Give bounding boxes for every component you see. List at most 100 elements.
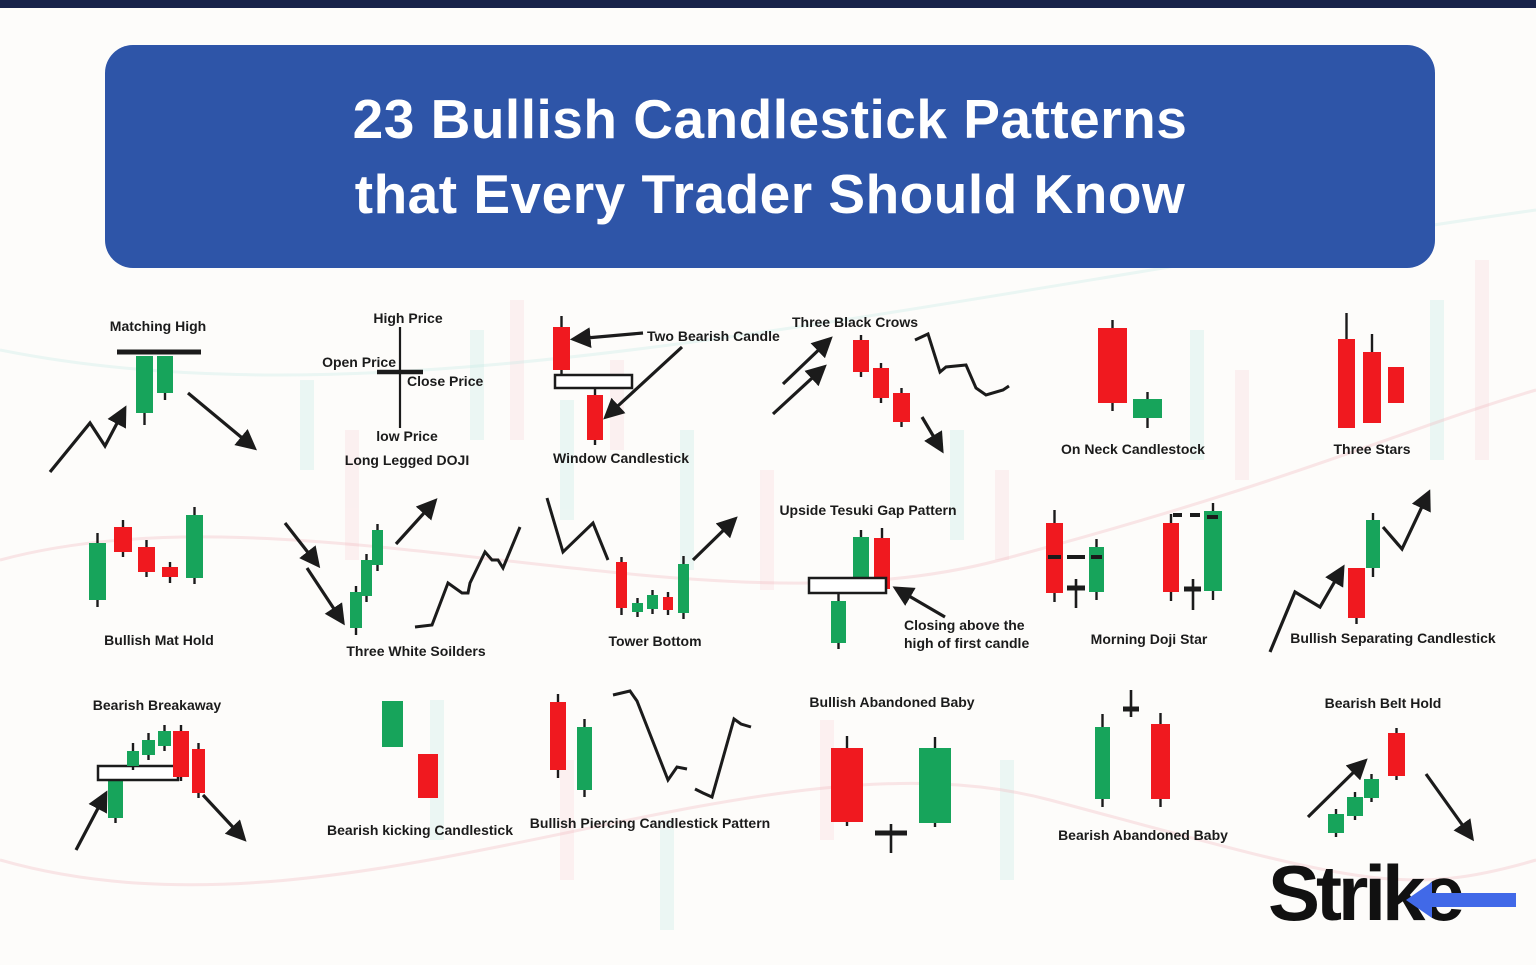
bearish-breakaway-arrow xyxy=(74,790,108,851)
bearish-belt-hold-label: Bearish Belt Hold xyxy=(1325,695,1442,711)
bearish-belt-hold-candle-bullish xyxy=(1347,797,1363,816)
tower-bottom-trend-line xyxy=(545,497,610,561)
bullish-mat-hold-candle-bullish xyxy=(89,543,106,600)
bearish-abandoned-baby-candle-bullish xyxy=(1095,727,1110,799)
three-stars-candle-bearish xyxy=(1388,367,1404,403)
bullish-abandoned-baby-candle-bullish xyxy=(919,748,951,823)
bullish-piercing-candle-bullish xyxy=(577,727,592,790)
bearish-breakaway-window-box xyxy=(96,764,180,782)
bearish-belt-hold-arrow xyxy=(1424,773,1475,842)
three-white-soilders-arrow xyxy=(394,498,438,546)
long-legged-doji-annotation-1: Open Price xyxy=(322,354,396,370)
window-candlestick-arrow xyxy=(569,327,644,348)
window-candlestick-arrow xyxy=(603,345,684,420)
bearish-kicking-label: Bearish kicking Candlestick xyxy=(327,822,513,838)
pattern-bullish-abandoned-baby: Bullish Abandoned Baby xyxy=(809,694,975,853)
three-stars-candle-bearish xyxy=(1363,352,1381,423)
bullish-separating-candle-bullish xyxy=(1366,520,1380,568)
bullish-piercing-candle-bearish xyxy=(550,702,566,770)
strike-logo: Strike xyxy=(1268,848,1516,948)
three-white-soilders-trend-line xyxy=(414,526,522,629)
window-candlestick-candle-bearish xyxy=(553,327,570,370)
bullish-separating-arrow xyxy=(1381,489,1431,552)
long-legged-doji-annotation-0: High Price xyxy=(373,310,442,326)
tower-bottom-label: Tower Bottom xyxy=(608,633,701,649)
strike-logo-strik: Strik xyxy=(1268,849,1425,937)
morning-doji-star-candle-bearish xyxy=(1163,523,1179,592)
pattern-three-stars: Three Stars xyxy=(1333,313,1411,457)
top-strip xyxy=(0,0,1536,8)
upside-tesuki-gap-label: Upside Tesuki Gap Pattern xyxy=(779,502,956,518)
three-stars-label: Three Stars xyxy=(1333,441,1410,457)
morning-doji-star-label: Morning Doji Star xyxy=(1091,631,1208,647)
pattern-bullish-mat-hold: Bullish Mat Hold xyxy=(89,507,214,648)
bearish-belt-hold-candle-bullish xyxy=(1328,814,1344,833)
pattern-bearish-abandoned-baby: Bearish Abandoned Baby xyxy=(1058,690,1228,843)
bullish-piercing-trend-line xyxy=(612,689,688,784)
bearish-breakaway-candle-bullish xyxy=(108,780,123,818)
window-candlestick-candle-bearish xyxy=(587,395,603,440)
bearish-breakaway-candle-bullish xyxy=(127,751,139,766)
bullish-mat-hold-candle-bullish xyxy=(186,515,203,578)
matching-high-candle-bullish xyxy=(136,356,153,413)
bearish-breakaway-candle-bullish xyxy=(142,740,155,755)
three-black-crows-candle-bearish xyxy=(853,340,869,372)
three-black-crows-arrow xyxy=(771,364,827,416)
bullish-separating-label: Bullish Separating Candlestick xyxy=(1290,630,1496,646)
bearish-belt-hold-arrow xyxy=(1306,758,1368,819)
tower-bottom-candle-bearish xyxy=(663,597,673,610)
matching-high-candle-bullish xyxy=(157,356,173,393)
pattern-upside-tesuki-gap: Upside Tesuki Gap Pattern Closing above t… xyxy=(779,502,1029,651)
matching-high-arrow xyxy=(186,391,257,451)
bearish-kicking-candle-bullish xyxy=(382,701,403,747)
bearish-belt-hold-candle-bearish xyxy=(1388,733,1405,776)
long-legged-doji-annotation-2: Close Price xyxy=(407,373,483,389)
three-black-crows-candle-bearish xyxy=(873,368,889,398)
bullish-mat-hold-candle-bearish xyxy=(162,567,178,577)
bullish-piercing-trend-line xyxy=(694,716,752,800)
three-stars-candle-bearish xyxy=(1338,339,1355,428)
pattern-on-neck-candlestock: On Neck Candlestock xyxy=(1061,320,1205,457)
on-neck-candlestock-candle-bullish xyxy=(1133,399,1162,418)
bullish-mat-hold-candle-bearish xyxy=(138,547,155,572)
pattern-bearish-kicking: Bearish kicking Candlestick xyxy=(327,701,513,838)
title-line-2: that Every Trader Should Know xyxy=(354,162,1186,225)
three-black-crows-arrow xyxy=(781,336,833,386)
pattern-bearish-belt-hold: Bearish Belt Hold xyxy=(1306,695,1475,842)
bullish-piercing-label: Bullish Piercing Candlestick Pattern xyxy=(530,815,770,831)
three-black-crows-candle-bearish xyxy=(893,393,910,422)
three-white-soilders-arrow xyxy=(305,567,345,626)
upside-tesuki-gap-annotation-7: high of first candle xyxy=(904,635,1029,651)
pattern-matching-high: Matching High xyxy=(48,318,257,474)
morning-doji-star-candle-bullish xyxy=(1089,547,1104,592)
bullish-mat-hold-label: Bullish Mat Hold xyxy=(104,632,214,648)
upside-tesuki-gap-candle-bearish xyxy=(874,538,890,589)
three-white-soilders-candle-bullish xyxy=(350,592,362,628)
three-black-crows-arrow xyxy=(920,416,944,454)
bearish-abandoned-baby-candle-bearish xyxy=(1151,724,1170,799)
title-banner: 23 Bullish Candlestick Patterns that Eve… xyxy=(105,45,1435,268)
pattern-bearish-breakaway: Bearish Breakaway xyxy=(74,697,247,851)
bullish-mat-hold-candle-bearish xyxy=(114,527,132,552)
three-white-soilders-label: Three White Soilders xyxy=(346,643,485,659)
pattern-three-white-soilders: Three White Soilders xyxy=(283,498,522,659)
pattern-long-legged-doji: High Price Open Price Close Price low Price… xyxy=(322,310,483,468)
tower-bottom-arrow xyxy=(691,516,738,562)
bearish-breakaway-candle-bullish xyxy=(158,731,171,746)
upside-tesuki-gap-candle-bullish xyxy=(831,601,846,643)
long-legged-doji-label: Long Legged DOJI xyxy=(345,452,469,468)
tower-bottom-candle-bullish xyxy=(632,603,643,612)
bullish-separating-candle-bearish xyxy=(1348,568,1365,618)
bearish-belt-hold-candle-bullish xyxy=(1364,779,1379,798)
bullish-abandoned-baby-label: Bullish Abandoned Baby xyxy=(809,694,974,710)
three-black-crows-trend-line xyxy=(914,331,1010,397)
three-white-soilders-candle-bullish xyxy=(372,530,383,565)
on-neck-candlestock-label: On Neck Candlestock xyxy=(1061,441,1205,457)
upside-tesuki-gap-annotation-6: Closing above the xyxy=(904,617,1025,633)
pattern-morning-doji-star: Morning Doji Star xyxy=(1046,503,1222,647)
bullish-separating-arrow xyxy=(1268,564,1345,653)
three-white-soilders-arrow xyxy=(283,522,321,569)
three-white-soilders-candle-bullish xyxy=(361,560,372,596)
